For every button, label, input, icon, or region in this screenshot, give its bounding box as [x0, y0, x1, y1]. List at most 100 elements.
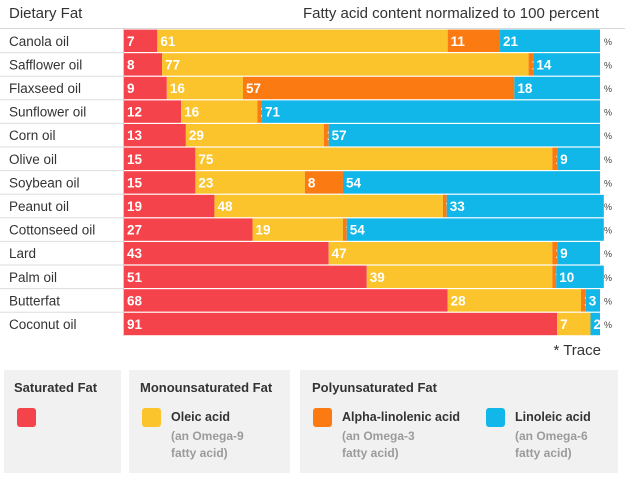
- data-label-olive-oil-series-3: 9: [560, 152, 568, 167]
- category-label-safflower-oil: Safflower oil: [9, 57, 82, 72]
- alpha-linolenic-note: (an Omega-3 fatty acid): [342, 428, 452, 462]
- stacked-bar-chart: Canola oil 7 61 11 21% Safflower oil 8 7 71 14% Fl…: [0, 29, 612, 336]
- category-label-soybean-oil: Soybean oil: [9, 175, 80, 190]
- bar-butterfat-series-2: [580, 289, 586, 312]
- bar-soybean-oil-series-2: [304, 171, 343, 194]
- bar-flaxseed-oil-series-3: [514, 76, 600, 100]
- data-label-sunflower-oil-series-1: 16: [184, 105, 200, 120]
- bar-peanut-oil-series-2: [442, 194, 447, 218]
- bar-butterfat-series-0: [124, 289, 448, 312]
- linoleic-note: (an Omega-6 fatty acid): [515, 428, 625, 462]
- category-label-lard: Lard: [9, 246, 36, 261]
- legend-poly-title: Polyunsaturated Fat: [312, 380, 437, 395]
- bar-safflower-oil-series-0: [124, 53, 163, 76]
- bar-olive-oil-series-1: [195, 147, 553, 170]
- header-divider: [0, 28, 625, 29]
- data-label-lard-series-1: 47: [332, 246, 347, 261]
- bar-coconut-oil-series-0: [124, 312, 558, 336]
- legend-saturated-title: Saturated Fat: [14, 380, 98, 395]
- data-label-palm-oil-series-0: 51: [127, 270, 143, 285]
- data-label-sunflower-oil-series-0: 12: [127, 105, 142, 120]
- data-label-soybean-oil-series-3: 54: [346, 175, 362, 190]
- data-label-peanut-oil-series-3: 33: [450, 199, 466, 214]
- bar-lard-series-0: [124, 242, 329, 265]
- oleic-note-line1: (an Omega-9: [171, 429, 244, 443]
- data-label-safflower-oil-series-1: 77: [165, 57, 180, 72]
- bar-safflower-oil-series-2: [528, 53, 534, 76]
- data-label-canola-oil-series-1: 61: [160, 34, 176, 49]
- data-label-cottonseed-oil-series-1: 19: [256, 223, 271, 238]
- bar-flaxseed-oil-series-2: [243, 76, 515, 100]
- percent-sign-corn-oil: %: [604, 131, 612, 141]
- bar-sunflower-oil-series-1: [181, 100, 258, 123]
- alpha-linolenic-label: Alpha-linolenic acid: [342, 410, 461, 424]
- bar-sunflower-oil-series-3: [262, 100, 600, 123]
- bar-cottonseed-oil-series-3: [346, 218, 604, 241]
- bar-corn-oil-series-2: [323, 124, 329, 147]
- legend-polyunsaturated: Polyunsaturated Fat Alpha-linolenic acid…: [300, 370, 618, 473]
- bar-canola-oil-series-1: [157, 29, 448, 52]
- data-label-olive-oil-series-1: 75: [198, 152, 214, 167]
- data-label-soybean-oil-series-1: 23: [198, 175, 214, 190]
- category-label-peanut-oil: Peanut oil: [9, 199, 69, 214]
- percent-sign-cottonseed-oil: %: [604, 226, 612, 236]
- data-label-flaxseed-oil-series-0: 9: [127, 81, 135, 96]
- oleic-swatch: [142, 408, 161, 427]
- data-label-palm-oil-series-3: 10: [559, 270, 574, 285]
- bar-canola-oil-series-3: [500, 29, 600, 52]
- bar-sunflower-oil-series-0: [124, 100, 182, 123]
- percent-sign-coconut-oil: %: [604, 320, 612, 330]
- bar-cottonseed-oil-series-2: [342, 218, 347, 241]
- bar-canola-oil-series-0: [124, 29, 158, 52]
- category-label-sunflower-oil: Sunflower oil: [9, 105, 86, 120]
- percent-sign-soybean-oil: %: [604, 178, 612, 188]
- data-label-cottonseed-oil-series-3: 54: [350, 223, 366, 238]
- legend-mono-title: Monounsaturated Fat: [140, 380, 273, 395]
- linoleic-label: Linoleic acid: [515, 410, 591, 424]
- percent-sign-peanut-oil: %: [604, 202, 612, 212]
- bar-olive-oil-series-3: [557, 147, 600, 170]
- bar-flaxseed-oil-series-1: [166, 76, 243, 100]
- bar-palm-oil-series-1: [366, 265, 553, 288]
- bar-coconut-oil-series-3: [590, 312, 600, 336]
- legend-saturated: Saturated Fat: [4, 370, 121, 473]
- category-label-flaxseed-oil: Flaxseed oil: [9, 81, 81, 96]
- trace-note: * Trace: [553, 342, 601, 359]
- bar-flaxseed-oil-series-0: [124, 76, 167, 100]
- data-label-corn-oil-series-1: 29: [189, 128, 204, 143]
- percent-sign-safflower-oil: %: [604, 60, 612, 70]
- data-label-coconut-oil-series-1: 7: [560, 317, 568, 332]
- data-label-flaxseed-oil-series-1: 16: [170, 81, 186, 96]
- bar-corn-oil-series-1: [185, 124, 324, 147]
- category-label-corn-oil: Corn oil: [9, 128, 56, 143]
- data-label-cottonseed-oil-series-0: 27: [127, 223, 142, 238]
- percent-sign-olive-oil: %: [604, 155, 612, 165]
- bar-soybean-oil-series-3: [342, 171, 600, 194]
- data-label-coconut-oil-series-3: 2: [593, 317, 601, 332]
- percent-sign-lard: %: [604, 249, 612, 259]
- category-label-olive-oil: Olive oil: [9, 152, 57, 167]
- bar-butterfat-series-1: [447, 289, 581, 312]
- legend-monounsaturated: Monounsaturated Fat Oleic acid (an Omega…: [129, 370, 290, 473]
- category-label-butterfat: Butterfat: [9, 293, 60, 308]
- percent-sign-flaxseed-oil: %: [604, 84, 612, 94]
- data-label-butterfat-series-0: 68: [127, 293, 143, 308]
- data-label-flaxseed-oil-series-2: 57: [246, 81, 261, 96]
- oleic-note: (an Omega-9 fatty acid): [171, 428, 281, 462]
- data-label-butterfat-series-3: 3: [589, 293, 597, 308]
- linoleic-note-line1: (an Omega-6: [515, 429, 588, 443]
- saturated-swatch: [17, 408, 36, 427]
- alpha-note-line2: fatty acid): [342, 446, 399, 460]
- data-label-corn-oil-series-0: 13: [127, 128, 143, 143]
- data-label-soybean-oil-series-0: 15: [127, 175, 143, 190]
- bar-cottonseed-oil-series-0: [124, 218, 253, 241]
- data-label-lard-series-3: 9: [560, 246, 568, 261]
- bar-safflower-oil-series-1: [162, 53, 529, 76]
- data-label-corn-oil-series-3: 57: [332, 128, 347, 143]
- bar-corn-oil-series-0: [124, 124, 186, 147]
- percent-sign-sunflower-oil: %: [604, 108, 612, 118]
- bar-canola-oil-series-2: [447, 29, 501, 52]
- linoleic-note-line2: fatty acid): [515, 446, 572, 460]
- percent-sign-palm-oil: %: [604, 273, 612, 283]
- bar-lard-series-3: [557, 242, 600, 265]
